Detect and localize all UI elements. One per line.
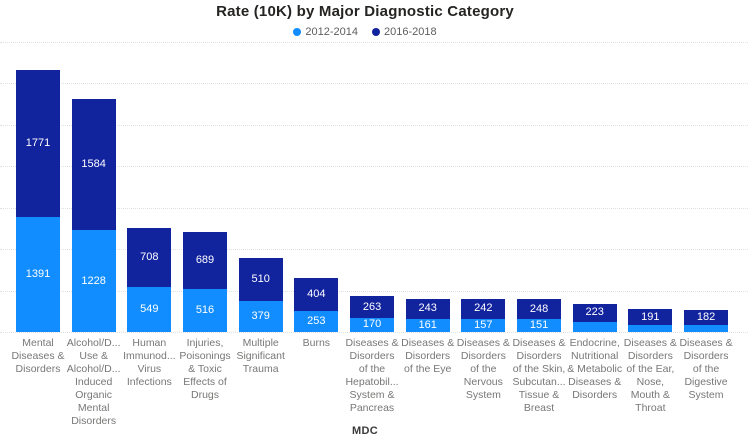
category-label: Multiple Significant Trauma bbox=[236, 337, 285, 375]
bar-value-label: 223 bbox=[585, 306, 604, 319]
legend-dot-icon bbox=[293, 28, 302, 36]
gridline bbox=[0, 42, 748, 43]
legend-label: 2016-2018 bbox=[384, 26, 437, 38]
category-label: Burns bbox=[302, 337, 331, 349]
category-label: Diseases & Disorders of the Ear, Nose, M… bbox=[623, 337, 677, 414]
bar-value-label: 151 bbox=[529, 319, 549, 332]
gridline bbox=[0, 83, 748, 85]
bar-value-label: 689 bbox=[195, 254, 215, 267]
category-label: Human Immunod... Virus Infections bbox=[123, 337, 176, 388]
bar-value-label: 379 bbox=[251, 309, 270, 322]
bar-segment-2016-2018[interactable]: 708 bbox=[127, 227, 172, 287]
category-label: Diseases & Disorders of the Nervous Syst… bbox=[456, 337, 510, 401]
bar-segment-2012-2014[interactable]: 157 bbox=[461, 318, 506, 332]
legend-item-2016-2018[interactable]: 2016-2018 bbox=[372, 26, 437, 38]
gridline bbox=[0, 166, 748, 168]
bar-segment-2016-2018[interactable]: 242 bbox=[461, 298, 506, 319]
bar-segment-2016-2018[interactable]: 243 bbox=[405, 298, 450, 319]
bar-segment-2016-2018[interactable]: 191 bbox=[628, 309, 673, 325]
bar-segment-2016-2018[interactable]: 248 bbox=[517, 298, 562, 320]
bar-value-label: 1584 bbox=[81, 158, 106, 171]
bar-segment-2016-2018[interactable]: 263 bbox=[350, 296, 395, 318]
legend-item-2012-2014[interactable]: 2012-2014 bbox=[293, 26, 358, 38]
bar-value-label: 170 bbox=[362, 318, 382, 331]
bar-segment-2012-2014[interactable]: 549 bbox=[127, 286, 172, 332]
gridline bbox=[0, 332, 748, 333]
category-label: Diseases & Disorders of the Eye bbox=[401, 337, 455, 375]
bar-segment-2016-2018[interactable]: 689 bbox=[183, 232, 227, 290]
bar-value-label: 182 bbox=[696, 311, 716, 324]
bar-segment-2012-2014[interactable]: 1391 bbox=[16, 216, 60, 332]
bar-segment-2012-2014[interactable]: 1228 bbox=[71, 230, 116, 332]
bar-segment-2012-2014[interactable]: 253 bbox=[294, 311, 339, 332]
bar-value-label: 510 bbox=[251, 272, 270, 285]
bar-value-label: 161 bbox=[418, 318, 437, 331]
bar-value-label: 243 bbox=[418, 302, 437, 315]
category-label: Injuries, Poisonings & Toxic Effects of … bbox=[179, 337, 231, 401]
bar-value-label: 404 bbox=[307, 287, 326, 300]
x-axis-title: MDC bbox=[352, 425, 378, 437]
bar-segment-2012-2014[interactable] bbox=[628, 324, 673, 332]
legend: 2012-2014 2016-2018 bbox=[0, 24, 730, 40]
bar-segment-2012-2014[interactable] bbox=[684, 325, 729, 332]
bar-segment-2012-2014[interactable]: 170 bbox=[350, 317, 395, 332]
category-label: Endocrine, Nutritional & Metabolic Disea… bbox=[567, 337, 623, 401]
legend-label: 2012-2014 bbox=[305, 26, 358, 38]
bar-segment-2012-2014[interactable]: 379 bbox=[238, 300, 283, 332]
category-label: Diseases & Disorders of the Digestive Sy… bbox=[679, 337, 733, 401]
bar-value-label: 253 bbox=[307, 315, 326, 327]
bar-value-label: 708 bbox=[140, 250, 159, 263]
bar-value-label: 1391 bbox=[25, 267, 51, 280]
gridline bbox=[0, 290, 748, 292]
bar-segment-2012-2014[interactable] bbox=[572, 322, 617, 332]
bar-value-label: 242 bbox=[474, 302, 493, 315]
gridline bbox=[0, 124, 748, 126]
bar-value-label: 263 bbox=[362, 300, 382, 313]
bar-segment-2016-2018[interactable]: 404 bbox=[294, 277, 339, 312]
bar-value-label: 157 bbox=[474, 318, 493, 331]
bar-segment-2016-2018[interactable]: 1771 bbox=[16, 70, 60, 217]
bar-value-label: 1228 bbox=[81, 274, 106, 287]
gridline bbox=[0, 249, 748, 251]
bar-segment-2012-2014[interactable]: 161 bbox=[405, 318, 450, 332]
bar-value-label: 516 bbox=[195, 304, 215, 317]
category-label: Diseases & Disorders of the Skin, Subcut… bbox=[512, 337, 566, 414]
bar-value-label: 191 bbox=[641, 310, 660, 323]
category-label: Diseases & Disorders of the Hepatobil...… bbox=[345, 337, 399, 414]
category-label: Alcohol/D... Use & Alcohol/D... Induced … bbox=[66, 337, 121, 427]
bar-segment-2012-2014[interactable]: 516 bbox=[183, 289, 227, 332]
bar-segment-2012-2014[interactable]: 151 bbox=[517, 319, 562, 332]
bar-segment-2016-2018[interactable]: 223 bbox=[572, 303, 617, 323]
legend-dot-icon bbox=[372, 28, 380, 36]
bar-segment-2016-2018[interactable]: 1584 bbox=[71, 99, 116, 231]
gridline bbox=[0, 207, 748, 209]
bar-value-label: 248 bbox=[529, 302, 549, 315]
bar-value-label: 1771 bbox=[25, 136, 51, 149]
bar-segment-2016-2018[interactable]: 510 bbox=[238, 258, 283, 301]
category-label: Mental Diseases & Disorders bbox=[11, 337, 65, 375]
chart-title: Rate (10K) by Major Diagnostic Category bbox=[216, 3, 514, 20]
bar-value-label: 549 bbox=[140, 302, 159, 315]
bar-segment-2016-2018[interactable]: 182 bbox=[684, 310, 729, 326]
